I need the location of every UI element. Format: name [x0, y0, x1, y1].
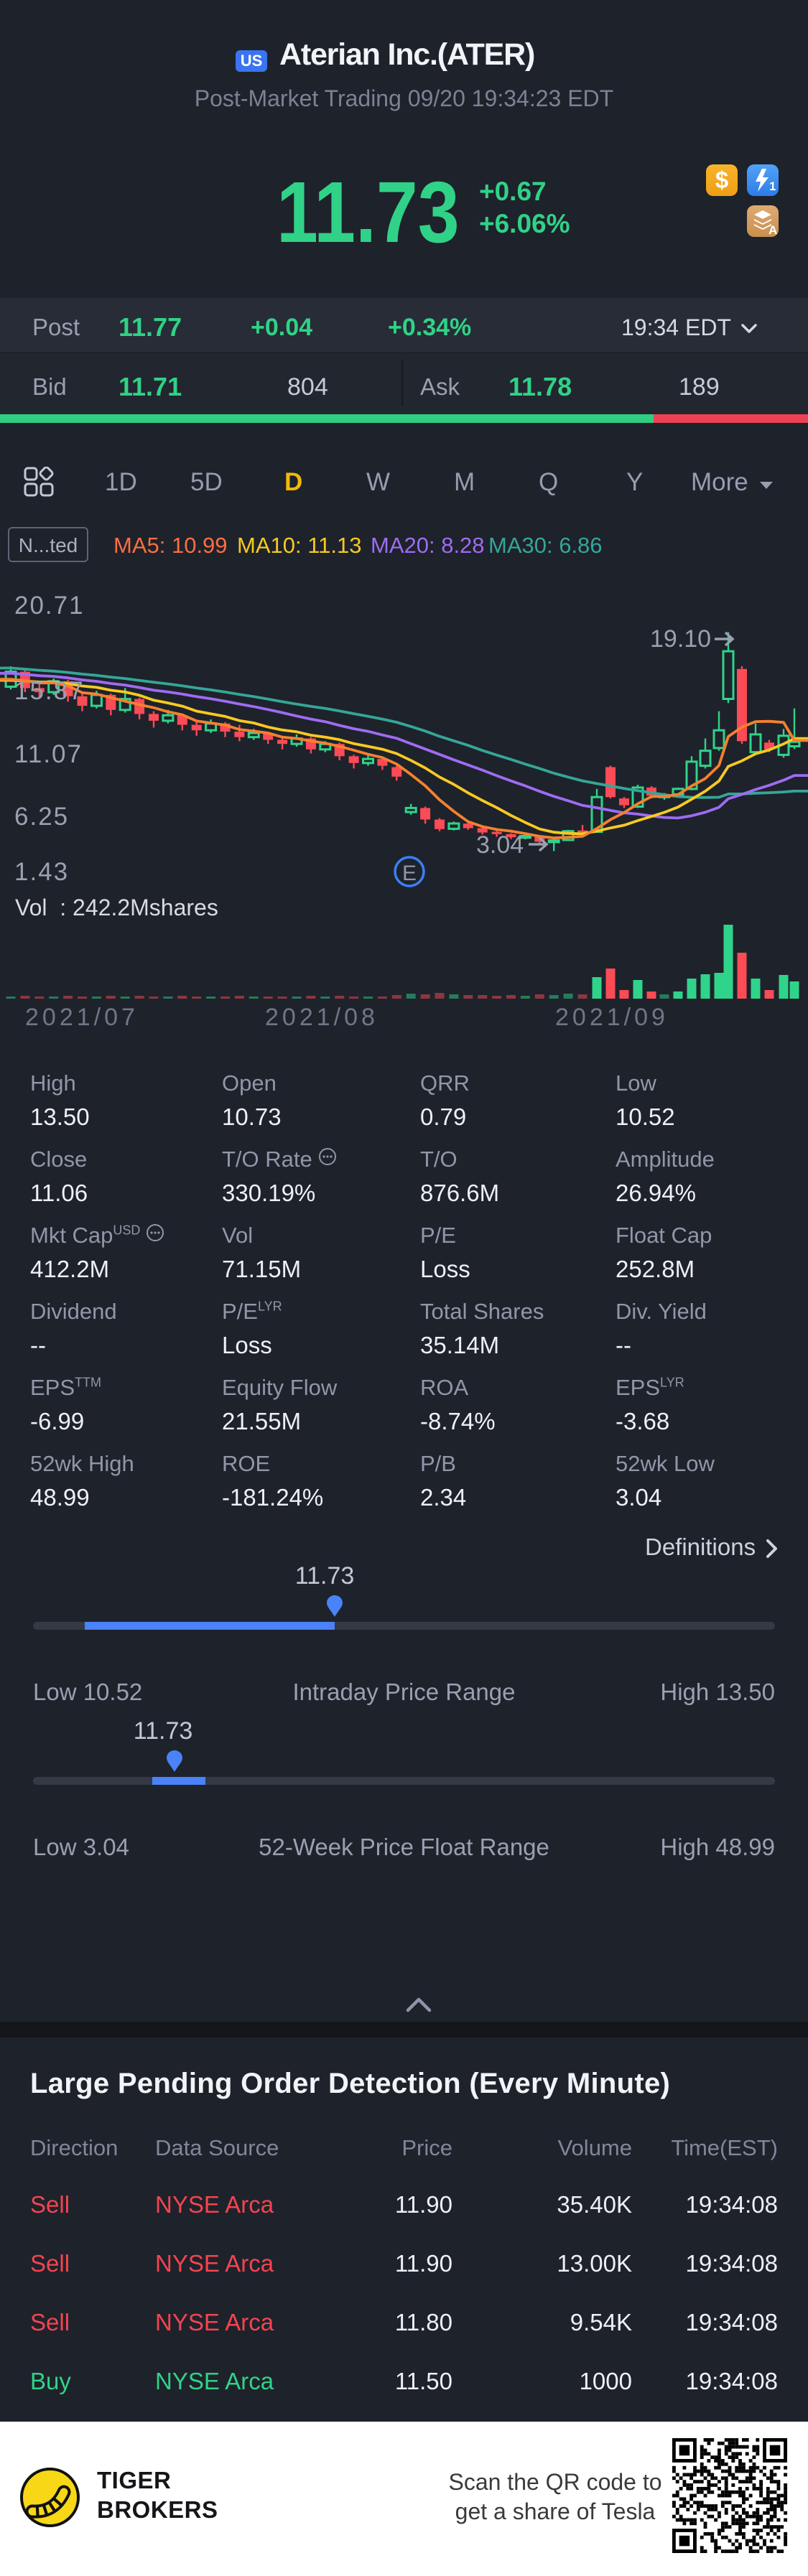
svg-text:E: E [402, 862, 417, 885]
svg-text:3.04: 3.04 [476, 831, 524, 859]
svg-text:19.10: 19.10 [650, 625, 711, 653]
svg-text:1: 1 [769, 179, 776, 193]
svg-text:A: A [768, 223, 777, 237]
